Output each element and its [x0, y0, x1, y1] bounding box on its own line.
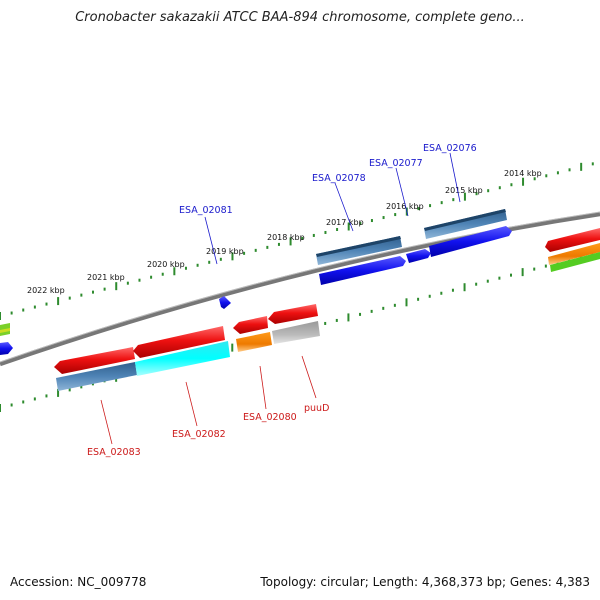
gene-label-ESA_02080[interactable]: ESA_02080: [243, 412, 297, 423]
feature-ESA_02082-gene[interactable]: [133, 326, 225, 358]
feature-ESA_02082-cyan[interactable]: [135, 341, 230, 376]
leader-ESA_02082: [185, 381, 198, 427]
feature-right-orange[interactable]: [548, 243, 600, 265]
kbp-tick-2016: 2016 kbp: [386, 202, 424, 211]
feature-ESA_02083-steel[interactable]: [56, 362, 137, 391]
kbp-tick-2018: 2018 kbp: [267, 233, 305, 242]
chromosome-backbone: [0, 211, 600, 367]
gene-label-ESA_02076[interactable]: ESA_02076: [423, 143, 477, 154]
leader-ESA_02080: [259, 365, 267, 410]
leader-ESA_02078: [334, 182, 354, 232]
leader-ESA_02076: [449, 152, 461, 203]
topology-text: Topology: circular; Length: 4,368,373 bp…: [260, 575, 590, 589]
feature-ESA_02080-orange[interactable]: [236, 332, 272, 352]
gene-label-puuD[interactable]: puuD: [304, 403, 329, 414]
feature-ESA_02077-gene[interactable]: [406, 249, 431, 263]
feature-ESA_02080-gene[interactable]: [233, 316, 268, 334]
feature-right-green[interactable]: [550, 252, 600, 272]
feature-ESA_02076-gene[interactable]: [429, 226, 512, 257]
kbp-tick-2022: 2022 kbp: [27, 286, 65, 295]
accession-text: Accession: NC_009778: [10, 575, 147, 589]
feature-puuD-gene[interactable]: [268, 304, 318, 324]
kbp-tick-2019: 2019 kbp: [206, 247, 244, 256]
feature-right-red[interactable]: [545, 228, 600, 252]
feature-puuD-grey[interactable]: [272, 321, 320, 344]
gene-label-ESA_02081[interactable]: ESA_02081: [179, 205, 233, 216]
gene-label-ESA_02077[interactable]: ESA_02077: [369, 158, 423, 169]
leader-ESA_02083: [100, 399, 113, 445]
kbp-tick-2020: 2020 kbp: [147, 260, 185, 269]
kbp-tick-2015: 2015 kbp: [445, 186, 483, 195]
feature-ESA_02078-gene[interactable]: [319, 256, 406, 285]
feature-left-blue[interactable]: [0, 342, 13, 355]
feature-ESA_02081-gene[interactable]: [219, 296, 231, 309]
kbp-tick-2014: 2014 kbp: [504, 169, 542, 178]
gene-label-ESA_02083[interactable]: ESA_02083: [87, 447, 141, 458]
gene-label-ESA_02078[interactable]: ESA_02078: [312, 173, 366, 184]
leader-ESA_02077: [395, 167, 409, 217]
kbp-tick-2017: 2017 kbp: [326, 218, 364, 227]
feature-left-green[interactable]: [0, 323, 10, 336]
kbp-tick-2021: 2021 kbp: [87, 273, 125, 282]
upper-tick-track: [0, 162, 594, 320]
chromosome-backbone-highlight: [0, 211, 600, 363]
leader-puuD: [301, 355, 317, 399]
map-title: Cronobacter sakazakii ATCC BAA-894 chrom…: [75, 10, 525, 25]
feature-ESA_02078-steel[interactable]: [316, 236, 402, 265]
feature-ESA_02076-steel[interactable]: [424, 209, 507, 239]
feature-ESA_02083-gene[interactable]: [54, 347, 135, 374]
gene-label-ESA_02082[interactable]: ESA_02082: [172, 429, 226, 440]
leader-ESA_02081: [204, 216, 218, 265]
